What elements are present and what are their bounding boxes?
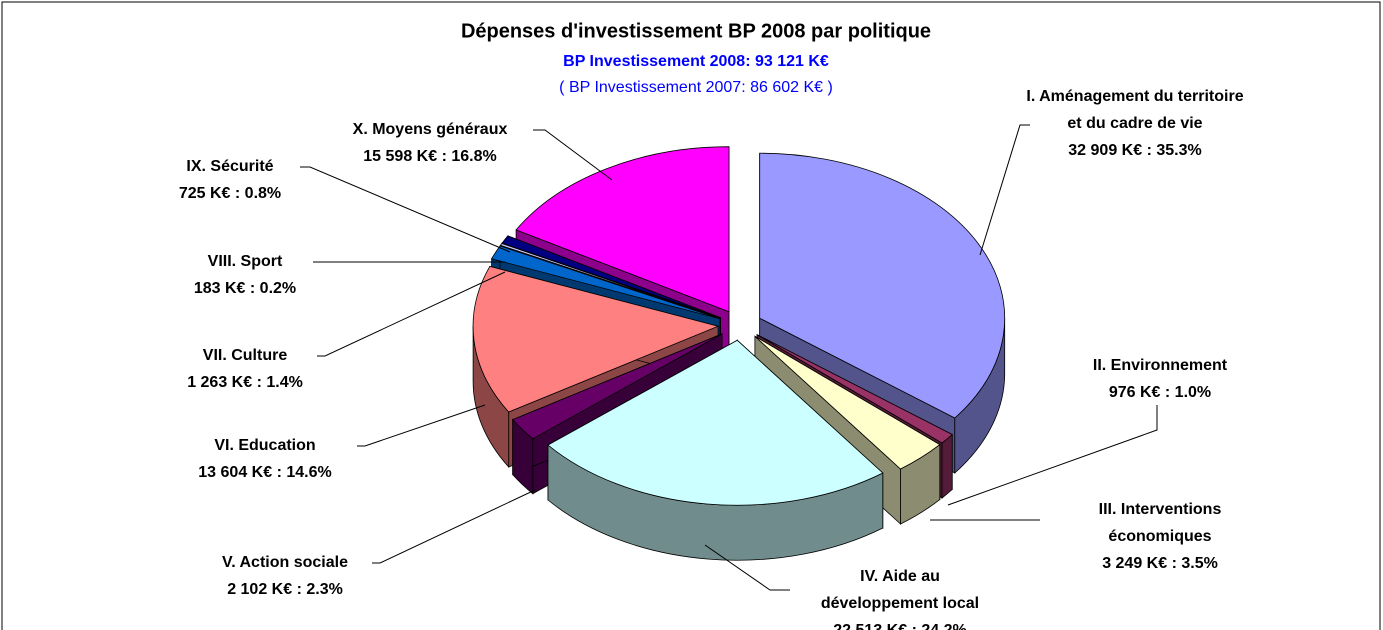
leader-line bbox=[979, 124, 1030, 256]
slice-label: IX. Sécurité 725 K€ : 0.8% bbox=[80, 153, 380, 207]
slice-top bbox=[499, 243, 721, 319]
category-label: III. Interventions économiques bbox=[1098, 501, 1222, 545]
slice-top bbox=[547, 339, 884, 506]
value-label: 1 263 K€ : 1.4% bbox=[187, 374, 303, 391]
value-label: 22 513 K€ : 24.2% bbox=[800, 617, 1000, 630]
leader-line bbox=[357, 404, 486, 447]
category-label: IV. Aide au développement local bbox=[820, 568, 980, 612]
slice-label: III. Interventions économiques 3 249 K€ :… bbox=[1080, 496, 1240, 577]
slice-top bbox=[759, 152, 1006, 419]
slice-top bbox=[490, 245, 721, 320]
slice-top bbox=[515, 146, 730, 313]
leader-line bbox=[317, 271, 506, 357]
slice-top bbox=[756, 334, 953, 444]
leader-line bbox=[372, 489, 536, 564]
category-label: V. Action sociale bbox=[222, 554, 348, 571]
value-label: 183 K€ : 0.2% bbox=[193, 280, 297, 297]
chart-title: Dépenses d'investissement BP 2008 par po… bbox=[461, 20, 931, 42]
leader-line bbox=[533, 129, 613, 181]
slice-side bbox=[941, 433, 953, 499]
slice-label: VI. Education 13 604 K€ : 14.6% bbox=[115, 432, 415, 486]
slice-top bbox=[472, 265, 720, 413]
value-label: 3 249 K€ : 3.5% bbox=[1102, 555, 1218, 572]
value-label: 32 909 K€ : 35.3% bbox=[1068, 142, 1202, 159]
slice-label: X. Moyens généraux 15 598 K€ : 16.8% bbox=[280, 116, 580, 170]
value-label: 13 604 K€ : 14.6% bbox=[198, 464, 332, 481]
category-label: IX. Sécurité bbox=[186, 158, 274, 175]
leader-line bbox=[947, 405, 1158, 506]
chart-subtitle: BP Investissement 2008: 93 121 K€ bbox=[563, 53, 829, 70]
leader-line bbox=[704, 544, 790, 591]
value-label: 725 K€ : 0.8% bbox=[178, 185, 282, 202]
category-label: I. Aménagement du territoire et du cadre… bbox=[1026, 88, 1244, 132]
chart-subtitle: ( BP Investissement 2007: 86 602 K€ ) bbox=[559, 79, 833, 96]
slice-label: VIII. Sport 183 K€ : 0.2% bbox=[95, 248, 395, 302]
slice-label: II. Environnement 976 K€ : 1.0% bbox=[1060, 352, 1260, 406]
slice-label: VII. Culture 1 263 K€ : 1.4% bbox=[95, 342, 395, 396]
category-label: VI. Education bbox=[214, 437, 316, 454]
category-label: VIII. Sport bbox=[207, 253, 283, 270]
value-label: 15 598 K€ : 16.8% bbox=[363, 148, 497, 165]
value-label: 976 K€ : 1.0% bbox=[1108, 384, 1212, 401]
slice-top bbox=[501, 235, 721, 319]
leader-line bbox=[300, 166, 511, 253]
category-label: II. Environnement bbox=[1092, 357, 1228, 374]
category-label: VII. Culture bbox=[202, 347, 288, 364]
slice-label: V. Action sociale 2 102 K€ : 2.3% bbox=[135, 549, 435, 603]
slice-label: I. Aménagement du territoire et du cadre… bbox=[1020, 83, 1250, 164]
slice-label: IV. Aide au développement local 22 513 K€… bbox=[800, 563, 1000, 630]
slice-top bbox=[512, 333, 723, 440]
value-label: 2 102 K€ : 2.3% bbox=[227, 581, 343, 598]
category-label: X. Moyens généraux bbox=[352, 121, 508, 138]
slice bbox=[547, 339, 884, 561]
slice-top bbox=[754, 335, 941, 470]
